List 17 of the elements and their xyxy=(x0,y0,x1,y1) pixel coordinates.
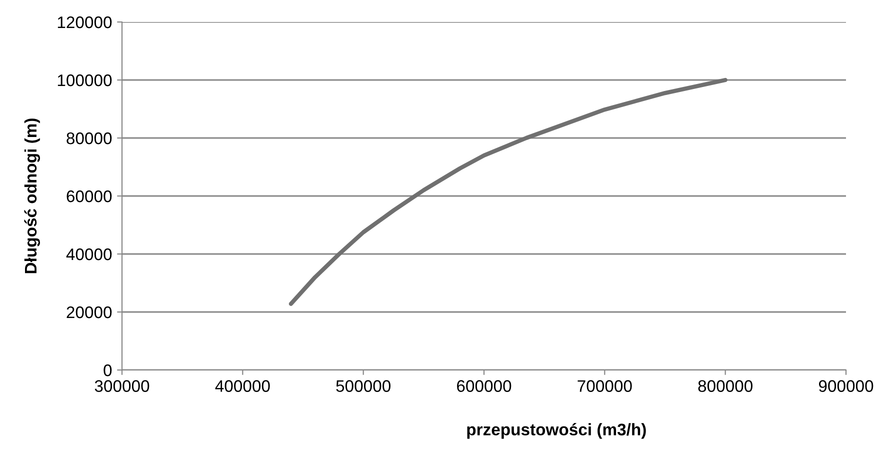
x-tick-label: 700000 xyxy=(578,380,632,392)
y-tick-label: 0 xyxy=(104,364,112,376)
x-tick-label: 300000 xyxy=(94,380,150,392)
y-axis-title: Długość odnogi (m) xyxy=(24,118,40,274)
y-tick-label: 20000 xyxy=(66,306,112,318)
x-tick-label: 400000 xyxy=(215,380,270,392)
x-tick-label: 900000 xyxy=(818,380,874,392)
y-tick-label: 40000 xyxy=(66,248,112,260)
x-tick-label: 600000 xyxy=(457,380,512,392)
y-tick-label: 100000 xyxy=(58,74,112,86)
y-tick-label: 60000 xyxy=(66,190,112,202)
y-tick-label: 120000 xyxy=(58,16,112,28)
y-tick-label: 80000 xyxy=(66,132,112,144)
x-axis-title: przepustowości (m3/h) xyxy=(467,423,646,439)
x-tick-label: 500000 xyxy=(336,380,390,392)
x-tick-label: 800000 xyxy=(698,380,752,392)
line-series xyxy=(288,78,728,306)
